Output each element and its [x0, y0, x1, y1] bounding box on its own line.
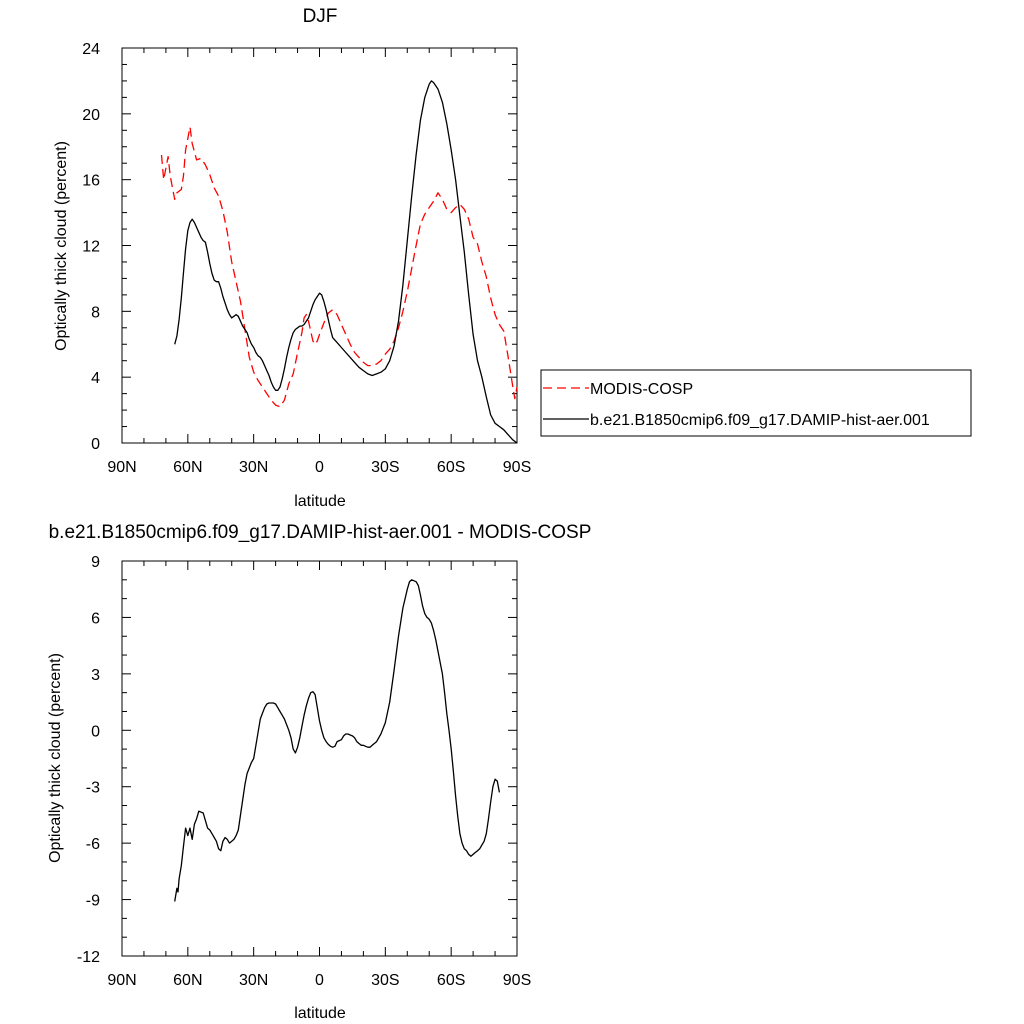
x-tick-label: 0	[315, 459, 324, 476]
y-tick-label: 8	[91, 304, 100, 321]
y-tick-label: 6	[91, 610, 100, 627]
y-tick-label: -12	[77, 949, 100, 966]
bottom-plot: b.e21.B1850cmip6.f09_g17.DAMIP-hist-aer.…	[47, 522, 591, 1022]
plot-frame	[121, 560, 518, 957]
top-plot-xlabel: latitude	[294, 493, 346, 510]
y-tick-label: -6	[86, 836, 100, 853]
top-plot: DJF Optically thick cloud (percent) lati…	[53, 6, 531, 510]
series-line-0	[160, 126, 518, 408]
bottom-plot-ylabel: Optically thick cloud (percent)	[47, 653, 64, 863]
bottom-plot-xlabel: latitude	[294, 1005, 346, 1022]
x-tick-label: 90N	[107, 459, 136, 476]
series-line-1	[174, 80, 518, 444]
bottom-plot-series	[174, 579, 501, 902]
y-tick-label: 9	[91, 554, 100, 571]
y-tick-label: 24	[82, 41, 100, 58]
y-tick-label: 4	[91, 370, 100, 387]
y-tick-label: 20	[82, 107, 100, 124]
legend-box	[540, 369, 972, 437]
x-tick-label: 0	[315, 972, 324, 989]
y-tick-label: 0	[91, 436, 100, 453]
x-tick-label: 30N	[239, 459, 268, 476]
x-tick-label: 30S	[371, 459, 399, 476]
legend: MODIS-COSP b.e21.B1850cmip6.f09_g17.DAMI…	[540, 369, 972, 437]
bottom-plot-axes: 90N 60N 30N 0 30S 60S 90S -12 -9 -6 -3 0 3 6 9	[77, 554, 531, 989]
x-tick-label: 90S	[503, 972, 531, 989]
x-tick-label: 60S	[437, 459, 465, 476]
series-line-0	[174, 579, 501, 902]
x-tick-label: 90S	[503, 459, 531, 476]
x-tick-label: 30S	[371, 972, 399, 989]
x-tick-label: 30N	[239, 972, 268, 989]
y-tick-label: 12	[82, 239, 100, 256]
x-tick-label: 60S	[437, 972, 465, 989]
y-tick-label: 0	[91, 723, 100, 740]
top-plot-series	[160, 80, 518, 444]
y-tick-label: 3	[91, 667, 100, 684]
top-plot-ylabel: Optically thick cloud (percent)	[53, 141, 70, 351]
legend-label-model-run: b.e21.B1850cmip6.f09_g17.DAMIP-hist-aer.…	[590, 412, 930, 429]
top-plot-title: DJF	[303, 6, 338, 27]
x-tick-label: 60N	[173, 972, 202, 989]
x-tick-label: 90N	[107, 972, 136, 989]
bottom-plot-title: b.e21.B1850cmip6.f09_g17.DAMIP-hist-aer.…	[49, 522, 592, 543]
x-tick-label: 60N	[173, 459, 202, 476]
y-tick-label: -3	[86, 780, 100, 797]
top-plot-axes: 90N 60N 30N 0 30S 60S 90S 0 4 8 12 16 20 24	[82, 41, 531, 476]
plot-frame	[121, 47, 518, 444]
y-tick-label: -9	[86, 893, 100, 910]
y-tick-label: 16	[82, 173, 100, 190]
legend-label-modis-cosp: MODIS-COSP	[590, 381, 693, 398]
